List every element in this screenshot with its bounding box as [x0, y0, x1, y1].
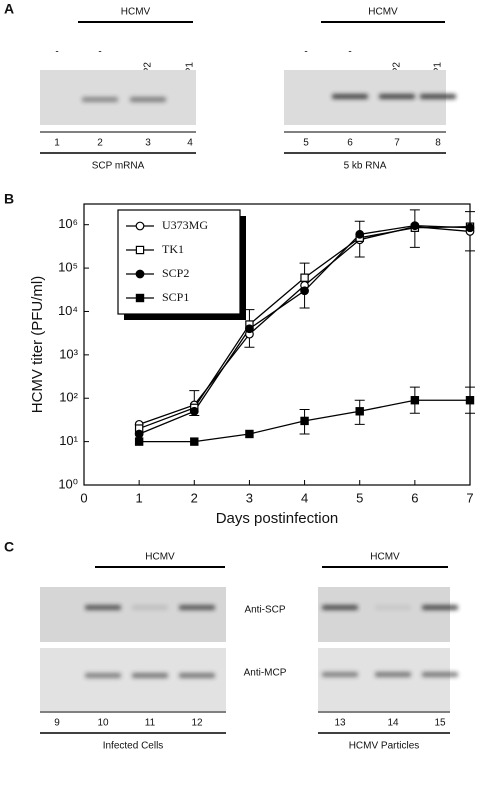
- lane-label: -: [304, 47, 307, 58]
- marker: [245, 324, 254, 334]
- band: [179, 605, 215, 610]
- marker: [134, 437, 144, 446]
- y-axis-title: HCMV titer (PFU/ml): [29, 276, 46, 414]
- band: [132, 605, 168, 610]
- x-tick-label: 6: [411, 490, 418, 505]
- lane-number: 15: [434, 718, 446, 729]
- x-tick-label: 4: [301, 490, 308, 505]
- lane-label: -: [55, 47, 58, 58]
- y-tick-label: 10⁴: [58, 303, 78, 318]
- y-tick-label: 10⁶: [58, 216, 78, 231]
- lane-number: 11: [145, 718, 156, 729]
- band: [422, 605, 458, 610]
- band: [179, 673, 215, 678]
- blot: [318, 587, 450, 642]
- row-label: Anti-SCP: [244, 605, 285, 616]
- x-tick-label: 2: [191, 490, 198, 505]
- panel-label: B: [4, 191, 14, 207]
- panel-label: A: [4, 1, 14, 17]
- band: [130, 97, 166, 102]
- lane-number: 3: [145, 138, 151, 149]
- band: [82, 97, 118, 102]
- legend-label: SCP2: [162, 266, 189, 280]
- band: [322, 672, 358, 677]
- band: [422, 672, 458, 677]
- lane-number: 4: [187, 138, 193, 149]
- y-tick-label: 10³: [59, 346, 78, 361]
- panel-label: C: [4, 539, 14, 555]
- band: [332, 94, 368, 99]
- y-tick-label: 10²: [59, 390, 78, 405]
- y-tick-label: 10¹: [59, 433, 78, 448]
- lane-number: 8: [435, 138, 441, 149]
- group-label: HCMV: [368, 7, 398, 18]
- marker: [300, 416, 309, 426]
- x-tick-label: 7: [466, 490, 473, 505]
- x-tick-label: 0: [80, 490, 87, 505]
- y-tick-label: 10⁵: [58, 260, 78, 275]
- band: [375, 605, 411, 610]
- blot: [40, 587, 226, 642]
- group-label: HCMV: [121, 7, 151, 18]
- blot: [40, 648, 226, 711]
- x-axis-title: Days postinfection: [216, 510, 339, 527]
- row-label: Anti-MCP: [244, 668, 287, 679]
- lane-number: 9: [54, 718, 60, 729]
- marker: [410, 396, 420, 405]
- legend-label: TK1: [162, 242, 184, 256]
- y-tick-label: 10⁰: [58, 476, 78, 491]
- blot: [318, 648, 450, 711]
- lane-number: 12: [191, 718, 203, 729]
- caption: SCP mRNA: [92, 161, 145, 172]
- caption: 5 kb RNA: [344, 161, 387, 172]
- band: [375, 672, 411, 677]
- band: [322, 605, 358, 610]
- x-tick-label: 1: [136, 490, 143, 505]
- marker: [189, 406, 199, 416]
- marker: [135, 245, 145, 255]
- x-tick-label: 5: [356, 490, 363, 505]
- marker: [135, 221, 145, 231]
- lane-label: -: [98, 47, 101, 58]
- marker: [135, 269, 145, 279]
- lane-number: 1: [54, 138, 60, 149]
- marker: [135, 293, 145, 303]
- band: [420, 94, 456, 99]
- marker: [134, 429, 144, 439]
- lane-number: 10: [97, 718, 109, 729]
- group-label: HCMV: [145, 552, 175, 563]
- group-label: HCMV: [370, 552, 400, 563]
- marker: [190, 437, 199, 446]
- lane-number: 13: [334, 718, 346, 729]
- caption: HCMV Particles: [349, 741, 420, 752]
- blot: [40, 70, 196, 125]
- plot-frame: [83, 203, 471, 486]
- marker: [300, 273, 309, 282]
- marker: [355, 407, 364, 416]
- band: [379, 94, 415, 99]
- band: [85, 673, 121, 678]
- lane-number: 6: [347, 138, 353, 149]
- lane-number: 2: [97, 138, 103, 149]
- marker: [300, 286, 309, 296]
- marker: [410, 221, 420, 231]
- marker: [355, 229, 365, 239]
- caption: Infected Cells: [103, 741, 164, 752]
- band: [132, 673, 168, 678]
- x-tick-label: 3: [246, 490, 253, 505]
- lane-number: 5: [303, 138, 309, 149]
- marker: [465, 396, 475, 405]
- band: [85, 605, 121, 610]
- lane-number: 14: [387, 718, 399, 729]
- marker: [465, 223, 475, 233]
- legend-label: U373MG: [162, 218, 208, 232]
- legend-label: SCP1: [162, 290, 189, 304]
- marker: [245, 429, 254, 439]
- lane-number: 7: [394, 138, 400, 149]
- lane-label: -: [348, 47, 351, 58]
